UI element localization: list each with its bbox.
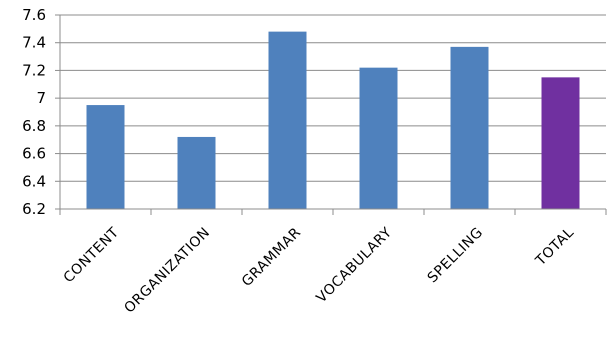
- x-tick-label: CONTENT: [61, 225, 123, 287]
- x-tick-label: GRAMMAR: [239, 225, 304, 290]
- x-tick-label: TOTAL: [532, 225, 577, 270]
- y-tick-label: 6.6: [22, 145, 46, 163]
- gridlines: [60, 14, 606, 210]
- bar-organization: [177, 136, 216, 209]
- bar-vocabulary: [359, 67, 398, 210]
- x-tick-label: VOCABULARY: [314, 225, 396, 307]
- x-tick-label: SPELLING: [425, 225, 487, 287]
- y-tick-label: 7: [36, 89, 46, 107]
- y-tick-label: 7.2: [22, 61, 46, 79]
- x-tick-labels: CONTENT ORGANIZATION GRAMMAR VOCABULARY SPEL…: [61, 225, 578, 317]
- axes: [55, 14, 607, 215]
- bar-content: [86, 105, 125, 209]
- bars: [86, 31, 580, 210]
- y-tick-label: 6.4: [22, 172, 46, 190]
- y-tick-label: 7.4: [22, 34, 46, 52]
- bar-total: [541, 77, 580, 209]
- bar-spelling: [450, 46, 489, 209]
- y-tick-labels: 6.2 6.4 6.6 6.8 7 7.2 7.4 7.6: [22, 6, 46, 218]
- x-tick-label: ORGANIZATION: [121, 225, 213, 317]
- y-tick-label: 6.8: [22, 117, 46, 135]
- y-tick-label: 6.2: [22, 200, 46, 218]
- bar-grammar: [268, 31, 307, 209]
- y-tick-label: 7.6: [22, 6, 46, 24]
